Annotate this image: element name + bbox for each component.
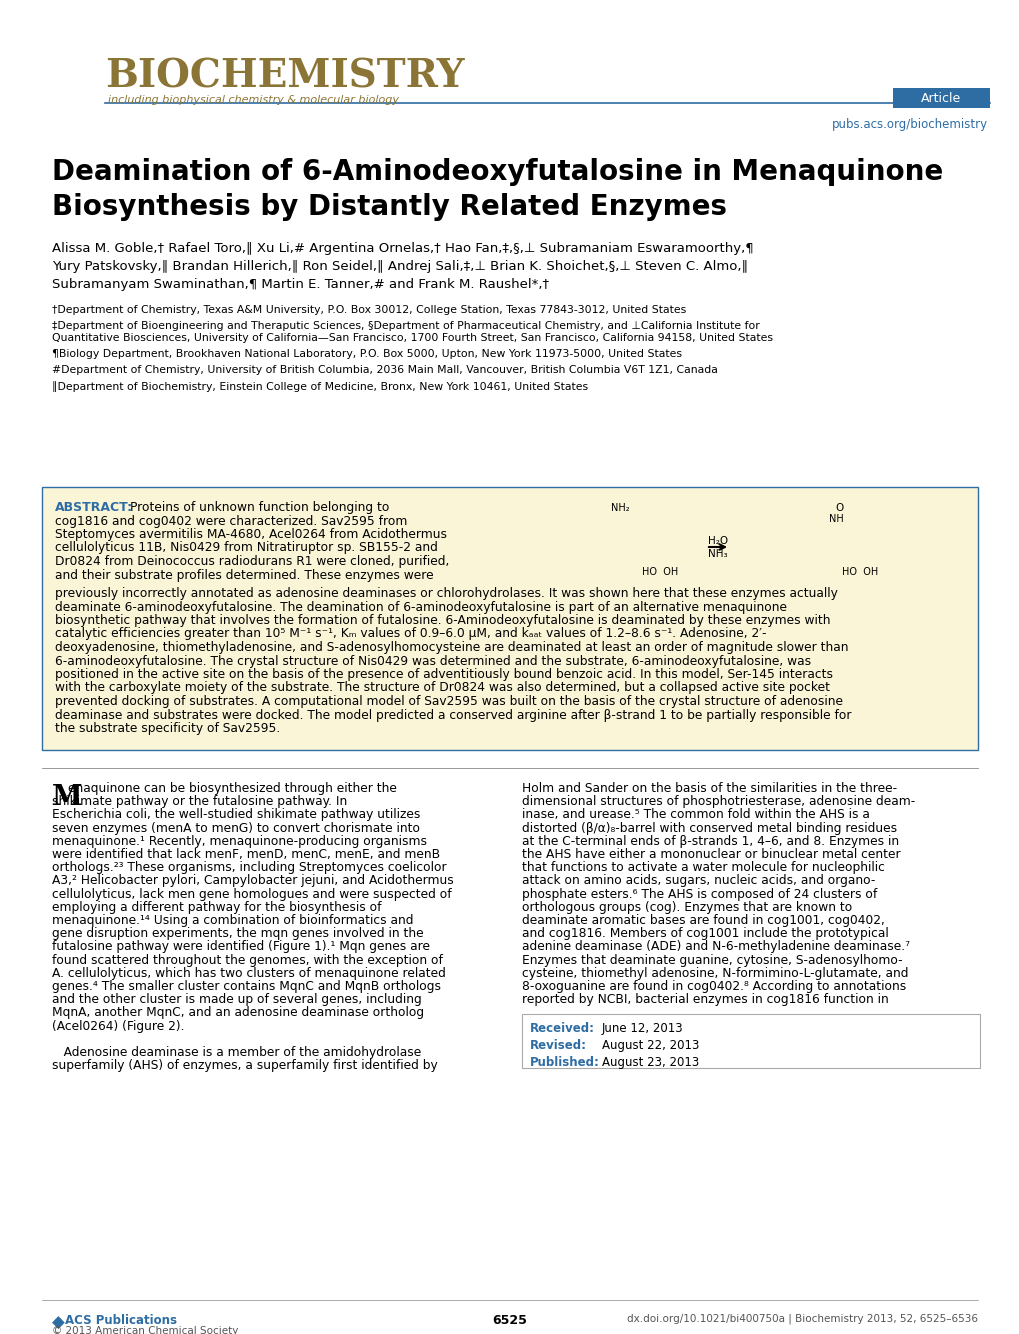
- Bar: [892, 88, 989, 108]
- Text: cog1816 and cog0402 were characterized. Sav2595 from: cog1816 and cog0402 were characterized. …: [55, 515, 407, 527]
- Text: ∥Department of Biochemistry, Einstein College of Medicine, Bronx, New York 10461: ∥Department of Biochemistry, Einstein Co…: [52, 382, 588, 392]
- Text: Article: Article: [920, 92, 961, 105]
- Text: including biophysical chemistry & molecular biology: including biophysical chemistry & molecu…: [108, 95, 398, 105]
- Text: cellulolyticus, lack men gene homologues and were suspected of: cellulolyticus, lack men gene homologues…: [52, 887, 451, 900]
- Text: inase, and urease.⁵ The common fold within the AHS is a: inase, and urease.⁵ The common fold with…: [522, 808, 869, 822]
- Text: Deamination of 6-Aminodeoxyfutalosine in Menaquinone: Deamination of 6-Aminodeoxyfutalosine in…: [52, 157, 943, 185]
- Text: Revised:: Revised:: [530, 1039, 586, 1053]
- Text: deoxyadenosine, thiomethyladenosine, and S-adenosylhomocysteine are deaminated a: deoxyadenosine, thiomethyladenosine, and…: [55, 642, 848, 654]
- Text: August 22, 2013: August 22, 2013: [601, 1039, 699, 1053]
- Text: cysteine, thiomethyl adenosine, N-formimino-L-glutamate, and: cysteine, thiomethyl adenosine, N-formim…: [522, 967, 908, 979]
- Text: NH₂: NH₂: [610, 503, 629, 514]
- Text: reported by NCBI, bacterial enzymes in cog1816 function in: reported by NCBI, bacterial enzymes in c…: [522, 994, 888, 1006]
- Text: 8-oxoguanine are found in cog0402.⁸ According to annotations: 8-oxoguanine are found in cog0402.⁸ Acco…: [522, 980, 905, 992]
- Text: NH: NH: [827, 514, 843, 524]
- Text: the substrate specificity of Sav2595.: the substrate specificity of Sav2595.: [55, 722, 280, 735]
- Text: Enzymes that deaminate guanine, cytosine, S-adenosylhomo-: Enzymes that deaminate guanine, cytosine…: [522, 954, 902, 967]
- Text: June 12, 2013: June 12, 2013: [601, 1022, 683, 1035]
- Text: biosynthetic pathway that involves the formation of futalosine. 6-Aminodeoxyfuta: biosynthetic pathway that involves the f…: [55, 614, 829, 627]
- Text: Biosynthesis by Distantly Related Enzymes: Biosynthesis by Distantly Related Enzyme…: [52, 193, 727, 221]
- Text: deaminase and substrates were docked. The model predicted a conserved arginine a: deaminase and substrates were docked. Th…: [55, 708, 851, 722]
- Text: Steptomyces avermitilis MA-4680, Acel0264 from Acidothermus: Steptomyces avermitilis MA-4680, Acel026…: [55, 528, 446, 542]
- Text: †Department of Chemistry, Texas A&M University, P.O. Box 30012, College Station,: †Department of Chemistry, Texas A&M Univ…: [52, 305, 686, 315]
- Text: menaquinone.¹ Recently, menaquinone-producing organisms: menaquinone.¹ Recently, menaquinone-prod…: [52, 835, 427, 848]
- Text: 6-aminodeoxyfutalosine. The crystal structure of Nis0429 was determined and the : 6-aminodeoxyfutalosine. The crystal stru…: [55, 655, 810, 667]
- Text: BIOCHEMISTRY: BIOCHEMISTRY: [105, 57, 464, 96]
- Text: (Acel0264) (Figure 2).: (Acel0264) (Figure 2).: [52, 1019, 184, 1033]
- Text: ACS Publications: ACS Publications: [65, 1314, 177, 1327]
- Text: Received:: Received:: [530, 1022, 594, 1035]
- Bar: [522, 1014, 979, 1069]
- Text: enaquinone can be biosynthesized through either the: enaquinone can be biosynthesized through…: [68, 782, 396, 795]
- Text: futalosine pathway were identified (Figure 1).¹ Mqn genes are: futalosine pathway were identified (Figu…: [52, 940, 430, 954]
- Text: H₂O: H₂O: [707, 536, 728, 546]
- Text: orthologous groups (cog). Enzymes that are known to: orthologous groups (cog). Enzymes that a…: [522, 900, 852, 914]
- Text: HO  OH: HO OH: [641, 567, 678, 578]
- Text: A. cellulolyticus, which has two clusters of menaquinone related: A. cellulolyticus, which has two cluster…: [52, 967, 445, 979]
- Text: were identified that lack menF, menD, menC, menE, and menB: were identified that lack menF, menD, me…: [52, 848, 439, 860]
- Text: at the C-terminal ends of β-strands 1, 4–6, and 8. Enzymes in: at the C-terminal ends of β-strands 1, 4…: [522, 835, 898, 848]
- Text: Proteins of unknown function belonging to: Proteins of unknown function belonging t…: [129, 502, 389, 514]
- Text: dx.doi.org/10.1021/bi400750a | Biochemistry 2013, 52, 6525–6536: dx.doi.org/10.1021/bi400750a | Biochemis…: [627, 1314, 977, 1325]
- Text: genes.⁴ The smaller cluster contains MqnC and MqnB orthologs: genes.⁴ The smaller cluster contains Mqn…: [52, 980, 440, 992]
- Text: seven enzymes (menA to menG) to convert chorismate into: seven enzymes (menA to menG) to convert …: [52, 822, 420, 835]
- Text: positioned in the active site on the basis of the presence of adventitiously bou: positioned in the active site on the bas…: [55, 668, 833, 680]
- Text: © 2013 American Chemical Society: © 2013 American Chemical Society: [52, 1326, 238, 1334]
- Text: Holm and Sander on the basis of the similarities in the three-: Holm and Sander on the basis of the simi…: [522, 782, 897, 795]
- Text: Escherichia coli, the well-studied shikimate pathway utilizes: Escherichia coli, the well-studied shiki…: [52, 808, 420, 822]
- Text: shikimate pathway or the futalosine pathway. In: shikimate pathway or the futalosine path…: [52, 795, 346, 808]
- Text: with the carboxylate moiety of the substrate. The structure of Dr0824 was also d: with the carboxylate moiety of the subst…: [55, 682, 829, 695]
- Text: MqnA, another MqnC, and an adenosine deaminase ortholog: MqnA, another MqnC, and an adenosine dea…: [52, 1006, 424, 1019]
- Text: superfamily (AHS) of enzymes, a superfamily first identified by: superfamily (AHS) of enzymes, a superfam…: [52, 1059, 437, 1073]
- Text: ¶Biology Department, Brookhaven National Laboratory, P.O. Box 5000, Upton, New Y: ¶Biology Department, Brookhaven National…: [52, 350, 682, 359]
- Text: gene disruption experiments, the mqn genes involved in the: gene disruption experiments, the mqn gen…: [52, 927, 423, 940]
- Text: 6525: 6525: [492, 1314, 527, 1327]
- Text: and their substrate profiles determined. These enzymes were: and their substrate profiles determined.…: [55, 568, 433, 582]
- Bar: [42, 487, 977, 750]
- Text: the AHS have either a mononuclear or binuclear metal center: the AHS have either a mononuclear or bin…: [522, 848, 900, 860]
- Text: #Department of Chemistry, University of British Columbia, 2036 Main Mall, Vancou: #Department of Chemistry, University of …: [52, 366, 717, 375]
- Text: prevented docking of substrates. A computational model of Sav2595 was built on t: prevented docking of substrates. A compu…: [55, 695, 842, 708]
- Text: Dr0824 from Deinococcus radiodurans R1 were cloned, purified,: Dr0824 from Deinococcus radiodurans R1 w…: [55, 555, 449, 568]
- Text: Published:: Published:: [530, 1057, 599, 1070]
- Text: phosphate esters.⁶ The AHS is composed of 24 clusters of: phosphate esters.⁶ The AHS is composed o…: [522, 887, 876, 900]
- Text: distorted (β/α)₈-barrel with conserved metal binding residues: distorted (β/α)₈-barrel with conserved m…: [522, 822, 897, 835]
- Text: menaquinone.¹⁴ Using a combination of bioinformatics and: menaquinone.¹⁴ Using a combination of bi…: [52, 914, 413, 927]
- Text: deaminate 6-aminodeoxyfutalosine. The deamination of 6-aminodeoxyfutalosine is p: deaminate 6-aminodeoxyfutalosine. The de…: [55, 600, 787, 614]
- Text: orthologs.²³ These organisms, including Streptomyces coelicolor: orthologs.²³ These organisms, including …: [52, 862, 446, 874]
- Text: previously incorrectly annotated as adenosine deaminases or chlorohydrolases. It: previously incorrectly annotated as aden…: [55, 587, 837, 600]
- Text: adenine deaminase (ADE) and N-6-methyladenine deaminase.⁷: adenine deaminase (ADE) and N-6-methylad…: [522, 940, 909, 954]
- Text: found scattered throughout the genomes, with the exception of: found scattered throughout the genomes, …: [52, 954, 442, 967]
- Text: M: M: [52, 784, 83, 811]
- Text: HO  OH: HO OH: [841, 567, 877, 578]
- Text: August 23, 2013: August 23, 2013: [601, 1057, 699, 1070]
- Text: NH₃: NH₃: [707, 550, 728, 559]
- Text: ‡Department of Bioengineering and Theraputic Sciences, §Department of Pharmaceut: ‡Department of Bioengineering and Therap…: [52, 321, 759, 331]
- Text: A3,² Helicobacter pylori, Campylobacter jejuni, and Acidothermus: A3,² Helicobacter pylori, Campylobacter …: [52, 874, 453, 887]
- Text: that functions to activate a water molecule for nucleophilic: that functions to activate a water molec…: [522, 862, 884, 874]
- Text: cellulolyticus 11B, Nis0429 from Nitratiruptor sp. SB155-2 and: cellulolyticus 11B, Nis0429 from Nitrati…: [55, 542, 437, 555]
- Text: Subramanyam Swaminathan,¶ Martin E. Tanner,# and Frank M. Raushel*,†: Subramanyam Swaminathan,¶ Martin E. Tann…: [52, 277, 548, 291]
- Text: Quantitative Biosciences, University of California—San Francisco, 1700 Fourth St: Quantitative Biosciences, University of …: [52, 334, 772, 343]
- Text: ◆: ◆: [52, 1314, 64, 1333]
- Text: ABSTRACT:: ABSTRACT:: [55, 502, 133, 514]
- Text: O: O: [835, 503, 844, 514]
- Text: and the other cluster is made up of several genes, including: and the other cluster is made up of seve…: [52, 994, 421, 1006]
- Text: and cog1816. Members of cog1001 include the prototypical: and cog1816. Members of cog1001 include …: [522, 927, 888, 940]
- Text: attack on amino acids, sugars, nucleic acids, and organo-: attack on amino acids, sugars, nucleic a…: [522, 874, 874, 887]
- Text: Adenosine deaminase is a member of the amidohydrolase: Adenosine deaminase is a member of the a…: [52, 1046, 421, 1059]
- Text: Yury Patskovsky,∥ Brandan Hillerich,∥ Ron Seidel,∥ Andrej Sali,‡,⊥ Brian K. Shoi: Yury Patskovsky,∥ Brandan Hillerich,∥ Ro…: [52, 260, 747, 273]
- Text: catalytic efficiencies greater than 10⁵ M⁻¹ s⁻¹, Kₘ values of 0.9–6.0 μM, and kₐ: catalytic efficiencies greater than 10⁵ …: [55, 627, 765, 640]
- Text: dimensional structures of phosphotriesterase, adenosine deam-: dimensional structures of phosphotrieste…: [522, 795, 914, 808]
- Text: deaminate aromatic bases are found in cog1001, cog0402,: deaminate aromatic bases are found in co…: [522, 914, 884, 927]
- Text: employing a different pathway for the biosynthesis of: employing a different pathway for the bi…: [52, 900, 381, 914]
- Text: pubs.acs.org/biochemistry: pubs.acs.org/biochemistry: [832, 117, 987, 131]
- Text: Alissa M. Goble,† Rafael Toro,∥ Xu Li,# Argentina Ornelas,† Hao Fan,‡,§,⊥ Subram: Alissa M. Goble,† Rafael Toro,∥ Xu Li,# …: [52, 241, 753, 255]
